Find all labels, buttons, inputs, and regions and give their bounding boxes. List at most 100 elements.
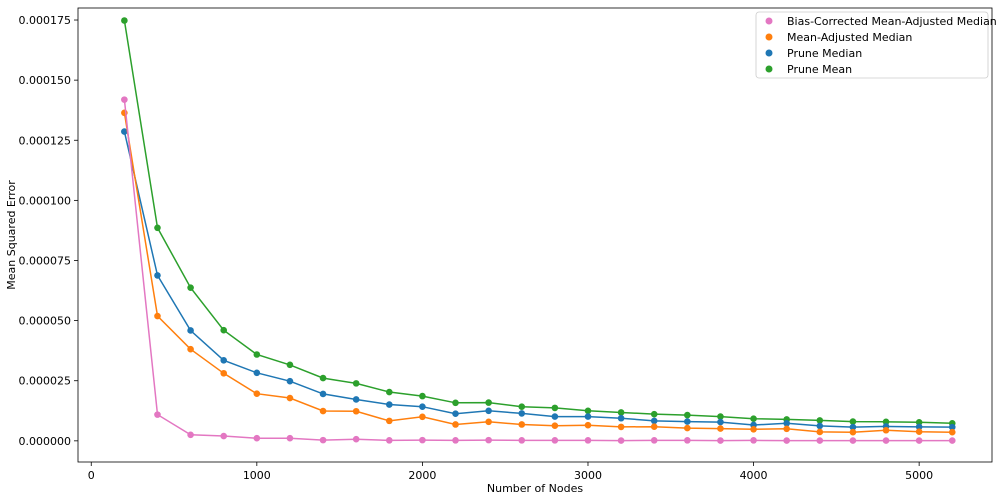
data-point bbox=[816, 417, 824, 424]
series-3 bbox=[121, 96, 956, 444]
data-point bbox=[485, 436, 492, 444]
data-point bbox=[352, 380, 360, 387]
data-point bbox=[617, 437, 625, 444]
data-point bbox=[385, 401, 393, 408]
data-point bbox=[121, 128, 128, 135]
data-point bbox=[319, 374, 327, 382]
data-point bbox=[419, 436, 426, 444]
data-point bbox=[948, 423, 956, 431]
x-tick-label: 1000 bbox=[243, 469, 271, 482]
y-tick-label: 0.000025 bbox=[19, 375, 72, 388]
series-layer bbox=[121, 17, 956, 444]
series-line bbox=[123, 99, 953, 442]
data-point bbox=[915, 428, 923, 436]
data-point bbox=[154, 224, 161, 232]
data-point bbox=[452, 399, 459, 407]
x-axis: 0 1000 2000 3000 4000 5000 bbox=[88, 462, 933, 482]
data-point bbox=[518, 437, 526, 444]
y-tick-label: 0.000175 bbox=[19, 14, 72, 27]
data-point bbox=[319, 436, 327, 444]
data-point bbox=[684, 437, 691, 444]
data-point bbox=[783, 425, 790, 433]
data-point bbox=[253, 434, 261, 442]
x-tick-label: 3000 bbox=[574, 469, 602, 482]
data-point bbox=[385, 437, 393, 444]
y-tick-label: 0.000100 bbox=[19, 194, 72, 207]
data-point bbox=[352, 435, 360, 443]
data-point bbox=[948, 428, 956, 436]
x-tick-label: 4000 bbox=[740, 469, 768, 482]
data-point bbox=[319, 407, 327, 415]
data-point bbox=[882, 418, 890, 426]
data-point bbox=[551, 437, 559, 444]
legend-marker bbox=[765, 33, 773, 41]
y-tick-label: 0.000075 bbox=[19, 254, 72, 267]
data-point bbox=[187, 284, 194, 291]
data-point bbox=[121, 96, 128, 103]
data-point bbox=[717, 418, 724, 426]
legend-label: Prune Median bbox=[787, 47, 862, 60]
legend-frame bbox=[755, 11, 989, 79]
data-point bbox=[385, 417, 393, 425]
data-point bbox=[551, 422, 559, 429]
data-point bbox=[915, 423, 923, 431]
data-point bbox=[253, 369, 261, 377]
series-2 bbox=[121, 109, 956, 436]
data-point bbox=[187, 431, 194, 439]
data-point bbox=[584, 437, 592, 444]
data-point bbox=[253, 390, 261, 398]
x-axis-label: Number of Nodes bbox=[487, 482, 583, 495]
data-point bbox=[584, 421, 592, 429]
data-point bbox=[220, 356, 228, 364]
data-point bbox=[551, 413, 559, 420]
data-point bbox=[551, 404, 559, 412]
data-point bbox=[319, 390, 327, 398]
data-point bbox=[650, 423, 658, 430]
data-point bbox=[419, 413, 426, 421]
plot-area bbox=[77, 7, 993, 463]
data-point bbox=[154, 272, 161, 279]
series-0 bbox=[121, 17, 956, 427]
data-point bbox=[187, 327, 194, 334]
data-point bbox=[750, 425, 757, 433]
data-point bbox=[452, 437, 459, 444]
data-point bbox=[286, 377, 294, 385]
legend-label: Bias-Corrected Mean-Adjusted Median bbox=[787, 15, 997, 28]
data-point bbox=[220, 432, 228, 440]
data-point bbox=[783, 437, 790, 444]
legend-label: Prune Mean bbox=[787, 63, 852, 76]
data-point bbox=[849, 437, 857, 444]
legend: Bias-Corrected Mean-Adjusted Median Mean-… bbox=[755, 11, 997, 79]
data-point bbox=[882, 437, 890, 444]
data-point bbox=[485, 418, 492, 426]
data-point bbox=[385, 388, 393, 396]
data-point bbox=[684, 424, 691, 432]
data-point bbox=[518, 410, 526, 417]
data-point bbox=[717, 437, 724, 444]
data-point bbox=[286, 434, 294, 442]
data-point bbox=[650, 410, 658, 418]
data-point bbox=[650, 417, 658, 425]
data-point bbox=[617, 414, 625, 422]
data-point bbox=[816, 422, 824, 430]
legend-marker bbox=[765, 49, 773, 57]
data-point bbox=[518, 421, 526, 428]
data-point bbox=[154, 312, 161, 320]
legend-marker bbox=[765, 65, 773, 73]
data-point bbox=[419, 392, 426, 400]
data-point bbox=[650, 437, 658, 444]
data-point bbox=[750, 437, 757, 444]
x-tick-label: 2000 bbox=[408, 469, 436, 482]
y-axis: 0.000000 0.000025 0.000050 0.000075 0.000100… bbox=[19, 14, 78, 448]
data-point bbox=[882, 426, 890, 434]
data-point bbox=[419, 403, 426, 410]
data-point bbox=[849, 428, 857, 436]
data-point bbox=[584, 413, 592, 420]
data-point bbox=[717, 425, 724, 432]
series-line bbox=[123, 112, 953, 433]
y-tick-label: 0.000050 bbox=[19, 315, 72, 328]
data-point bbox=[684, 418, 691, 425]
y-tick-label: 0.000000 bbox=[19, 435, 72, 448]
series-line bbox=[123, 131, 953, 428]
